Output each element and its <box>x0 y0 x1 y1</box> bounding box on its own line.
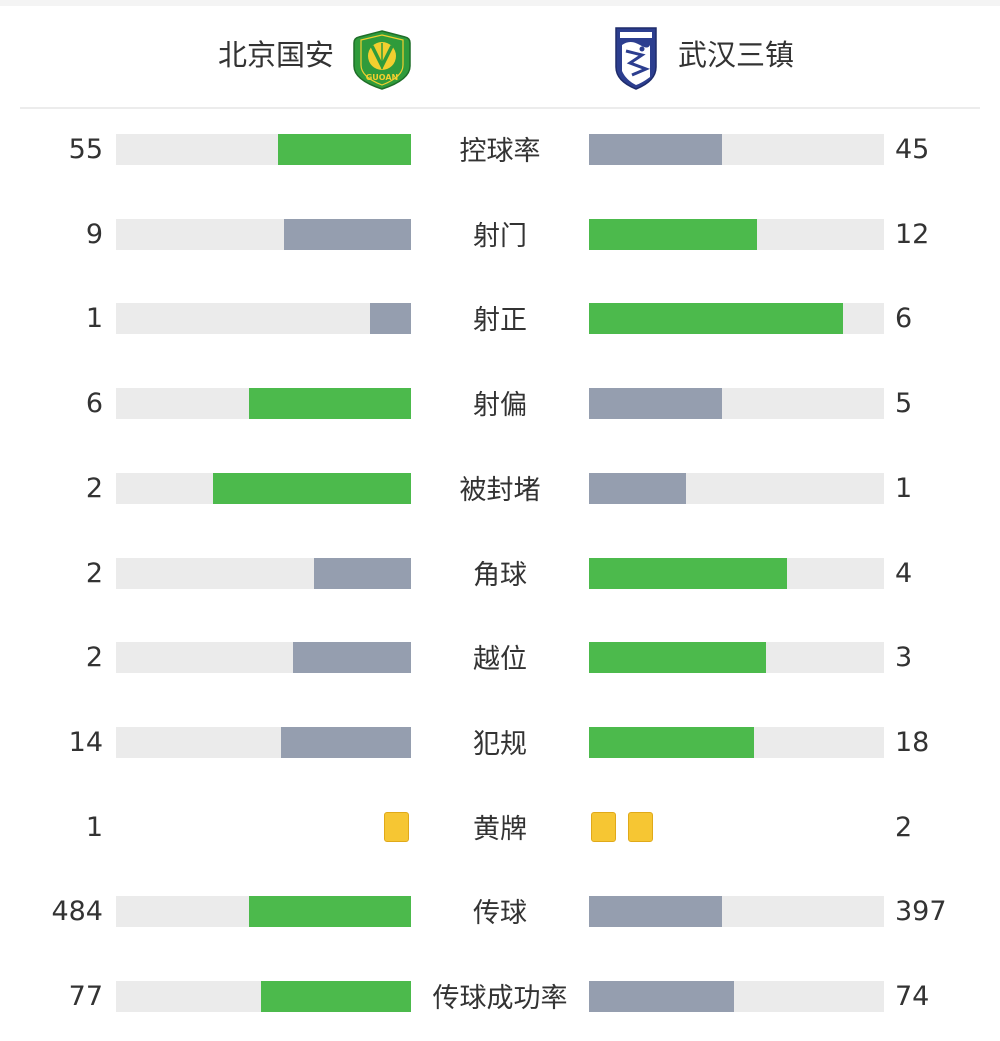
home-stat-bar <box>116 303 411 334</box>
home-stat-bar <box>116 727 411 758</box>
away-team-name: 武汉三镇 <box>678 38 795 72</box>
stat-label: 控球率 <box>459 136 541 167</box>
stat-row: 2 角球 4 <box>0 557 1000 591</box>
stat-row: 55 控球率 45 <box>0 133 1000 167</box>
home-stat-bar-fill <box>293 642 411 673</box>
guoan-logo-text: GUOAN <box>366 73 399 82</box>
away-cards <box>589 812 884 844</box>
away-stat-value: 45 <box>895 134 930 165</box>
home-stat-value: 55 <box>68 134 103 165</box>
away-stat-bar <box>589 981 884 1012</box>
away-stat-bar-fill <box>589 473 686 504</box>
away-stat-bar-fill <box>589 134 722 165</box>
home-stat-value: 1 <box>85 303 103 334</box>
home-stat-bar <box>116 219 411 250</box>
away-stat-bar <box>589 558 884 589</box>
home-stat-bar-fill <box>370 303 411 334</box>
home-stat-bar-fill <box>213 473 411 504</box>
home-cards <box>116 812 411 844</box>
away-stat-bar-fill <box>589 219 757 250</box>
home-stat-value: 1 <box>85 812 103 843</box>
away-stat-bar <box>589 473 884 504</box>
away-stat-value: 3 <box>895 642 913 673</box>
guoan-crest-icon: GUOAN <box>353 30 411 90</box>
stat-label: 犯规 <box>473 729 527 760</box>
home-stat-value: 77 <box>68 981 103 1012</box>
away-stat-value: 6 <box>895 303 913 334</box>
stat-label: 角球 <box>473 560 527 591</box>
top-separator <box>0 0 1000 6</box>
home-stat-value: 14 <box>68 727 103 758</box>
away-stat-value: 5 <box>895 388 913 419</box>
away-stat-value: 12 <box>895 219 930 250</box>
home-stat-bar <box>116 642 411 673</box>
wuhan-three-towns-crest-icon <box>615 27 657 90</box>
yellow-card-icon <box>384 812 409 842</box>
home-stat-bar-fill <box>278 134 411 165</box>
away-stat-bar-fill <box>589 896 722 927</box>
home-stat-value: 6 <box>85 388 103 419</box>
away-stat-bar-fill <box>589 388 722 419</box>
stat-label: 射正 <box>473 305 527 336</box>
stat-row: 484 传球 397 <box>0 895 1000 929</box>
header-divider <box>20 107 980 109</box>
stat-label: 射偏 <box>473 390 527 421</box>
stat-row: 2 越位 3 <box>0 641 1000 675</box>
away-stat-value: 2 <box>895 812 913 843</box>
home-stat-bar <box>116 896 411 927</box>
stat-label: 射门 <box>473 221 527 252</box>
away-stat-value: 18 <box>895 727 930 758</box>
stat-row: 14 犯规 18 <box>0 726 1000 760</box>
stat-label: 传球成功率 <box>432 983 568 1014</box>
home-stat-bar <box>116 981 411 1012</box>
away-stat-bar <box>589 642 884 673</box>
away-stat-bar-fill <box>589 303 843 334</box>
away-stat-bar-fill <box>589 558 787 589</box>
stat-label: 黄牌 <box>473 814 527 845</box>
home-stat-bar-fill <box>249 388 411 419</box>
home-stat-bar <box>116 558 411 589</box>
home-stat-bar <box>116 388 411 419</box>
stat-row: 77 传球成功率 74 <box>0 980 1000 1014</box>
home-stat-bar <box>116 473 411 504</box>
away-stat-value: 1 <box>895 473 913 504</box>
stat-row: 6 射偏 5 <box>0 387 1000 421</box>
home-stat-value: 2 <box>85 473 103 504</box>
stat-row: 1 黄牌 2 <box>0 811 1000 845</box>
away-stat-value: 397 <box>895 896 947 927</box>
away-stat-value: 4 <box>895 558 913 589</box>
away-stat-value: 74 <box>895 981 930 1012</box>
home-stat-bar-fill <box>314 558 411 589</box>
home-stat-bar-fill <box>249 896 411 927</box>
away-stat-bar <box>589 303 884 334</box>
away-stat-bar-fill <box>589 642 766 673</box>
away-stat-bar <box>589 896 884 927</box>
home-stat-bar-fill <box>261 981 411 1012</box>
away-stat-bar <box>589 134 884 165</box>
stat-label: 传球 <box>473 898 527 929</box>
stat-label: 被封堵 <box>459 475 541 506</box>
away-stat-bar <box>589 727 884 758</box>
away-stat-bar-fill <box>589 981 734 1012</box>
home-team-name: 北京国安 <box>218 38 335 72</box>
stat-row: 9 射门 12 <box>0 218 1000 252</box>
home-stat-bar-fill <box>281 727 411 758</box>
home-stat-bar <box>116 134 411 165</box>
home-stat-value: 9 <box>85 219 103 250</box>
away-stat-bar <box>589 388 884 419</box>
away-stat-bar-fill <box>589 727 754 758</box>
yellow-card-icon <box>628 812 653 842</box>
home-stat-value: 2 <box>85 642 103 673</box>
stat-row: 1 射正 6 <box>0 302 1000 336</box>
home-stat-value: 2 <box>85 558 103 589</box>
home-stat-value: 484 <box>51 896 103 927</box>
home-stat-bar-fill <box>284 219 411 250</box>
stat-row: 2 被封堵 1 <box>0 472 1000 506</box>
away-stat-bar <box>589 219 884 250</box>
stat-label: 越位 <box>473 644 527 675</box>
yellow-card-icon <box>591 812 616 842</box>
